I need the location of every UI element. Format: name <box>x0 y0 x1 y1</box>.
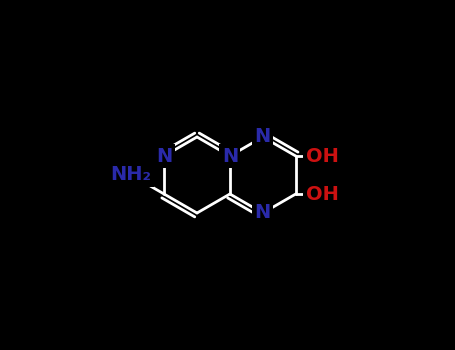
Text: OH: OH <box>306 184 339 203</box>
Text: N: N <box>255 127 271 147</box>
Text: N: N <box>222 147 238 166</box>
Text: N: N <box>156 147 172 166</box>
Text: N: N <box>255 203 271 223</box>
Text: NH₂: NH₂ <box>111 166 152 184</box>
Text: OH: OH <box>306 147 339 166</box>
